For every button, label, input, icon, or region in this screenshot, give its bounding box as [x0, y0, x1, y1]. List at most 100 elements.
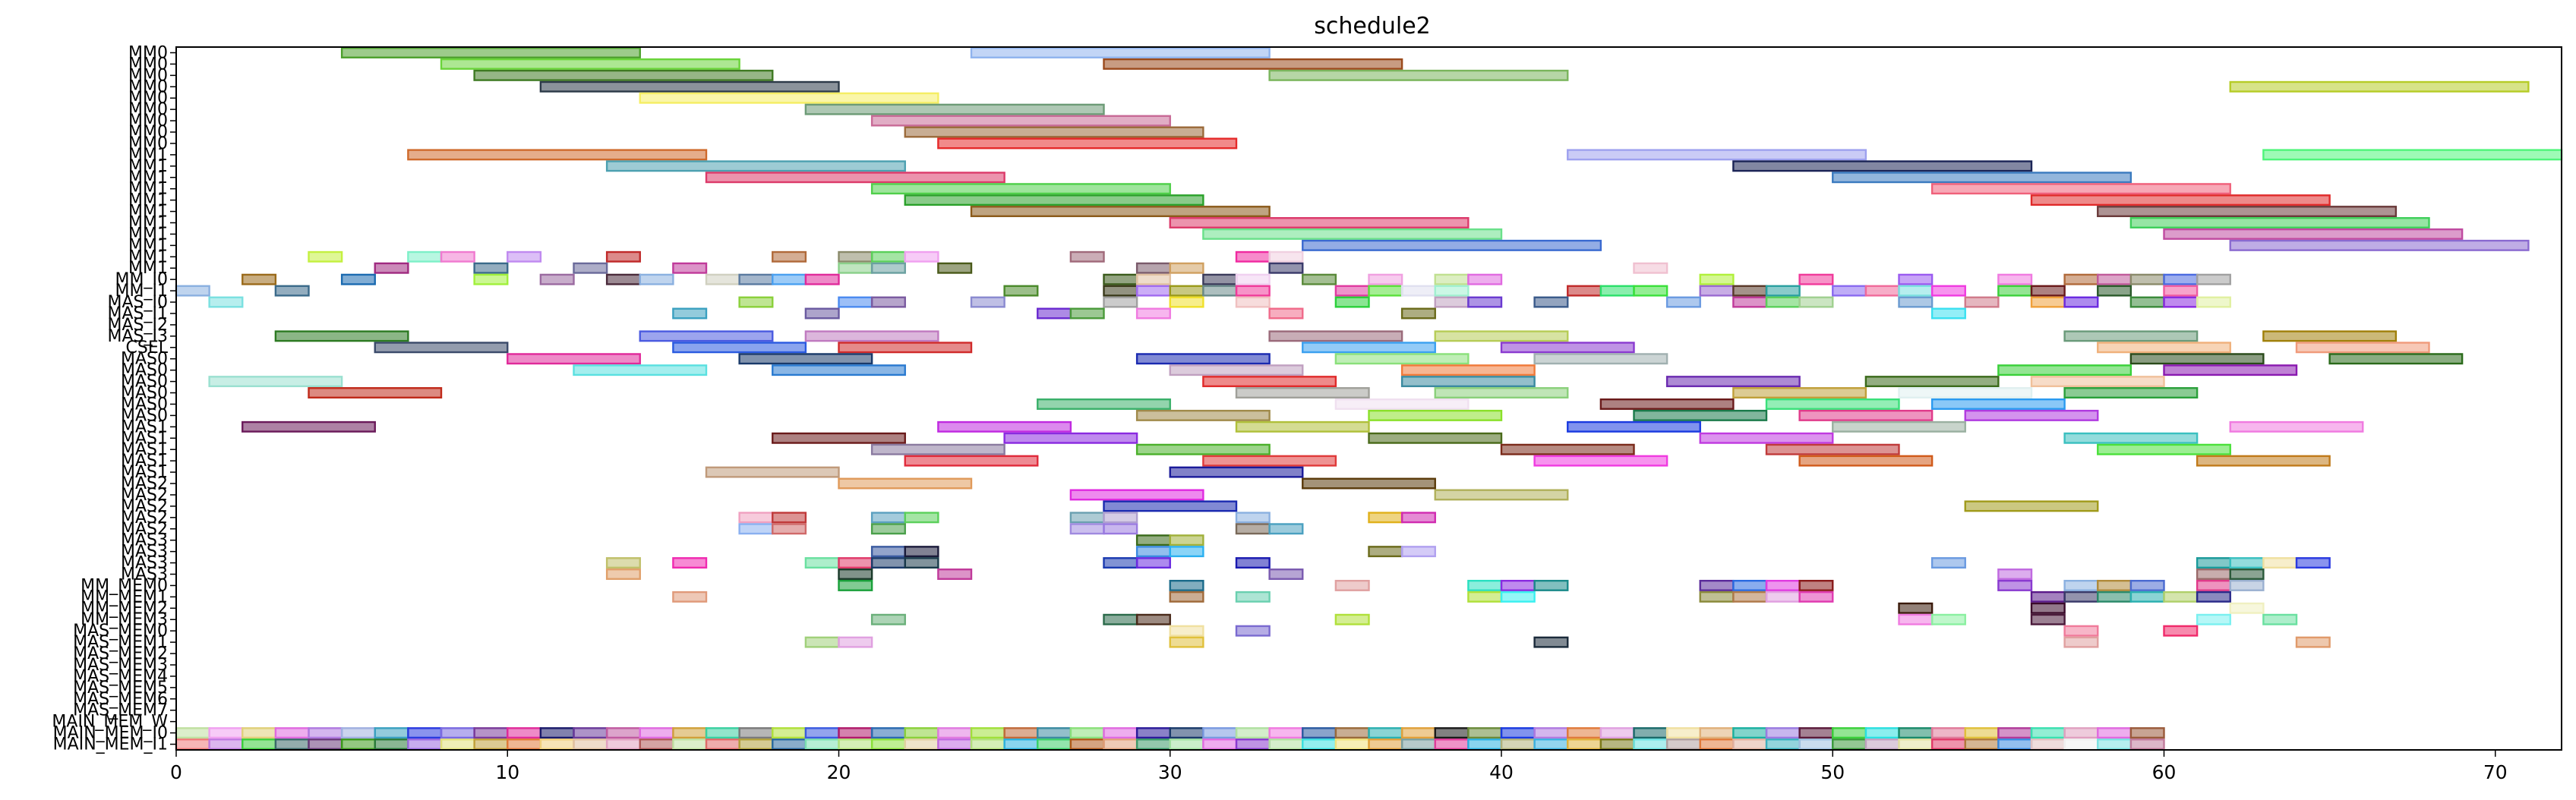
task-bar [2163, 228, 2464, 240]
task-bar [440, 739, 475, 751]
task-bar [772, 727, 807, 739]
task-bar [1930, 739, 1966, 751]
task-bar [2030, 613, 2066, 625]
task-bar [1268, 307, 1304, 320]
task-bar [1069, 727, 1105, 739]
task-bar [1400, 376, 1536, 388]
task-bar [1169, 262, 1204, 274]
task-bar [937, 262, 973, 274]
task-bar [705, 739, 740, 751]
task-bar [2262, 557, 2298, 569]
y-tick-label: MM0 [128, 89, 168, 108]
task-bar [1930, 183, 2231, 195]
task-bar [2063, 296, 2099, 308]
y-tick-label: MM1 [128, 225, 168, 244]
task-bar [2163, 296, 2199, 308]
task-bar [1798, 579, 1834, 591]
task-bar [1135, 353, 1271, 365]
task-bar [1765, 443, 1900, 455]
task-bar [274, 727, 310, 739]
task-bar [1732, 579, 1768, 591]
x-tick-label: 10 [495, 761, 519, 783]
task-bar [1235, 420, 1370, 433]
task-bar [1898, 727, 1934, 739]
task-bar [1235, 512, 1271, 524]
y-tick-label: MAS_I2 [108, 316, 168, 335]
task-bar [904, 250, 939, 263]
task-bar [1765, 591, 1801, 603]
task-bar [539, 727, 575, 739]
task-bar [1302, 342, 1436, 354]
task-bar [1368, 546, 1403, 558]
task-bar [1069, 307, 1105, 320]
task-bar [1268, 739, 1304, 751]
task-bar [1103, 523, 1138, 535]
task-bar [473, 739, 509, 751]
task-bar [1467, 273, 1503, 285]
task-bar [2196, 557, 2231, 569]
y-tick-label: MM0 [128, 123, 168, 142]
y-tick-label: MAS_I3 [108, 327, 168, 346]
task-bar [672, 342, 807, 354]
task-bar [573, 727, 608, 739]
task-bar [473, 273, 509, 285]
task-bar [274, 285, 310, 297]
task-bar [1930, 285, 1966, 297]
task-bar [507, 250, 542, 263]
task-bar [772, 273, 807, 285]
task-bar [1798, 273, 1834, 285]
task-bar [1964, 409, 2099, 421]
task-bar [374, 727, 409, 739]
y-tick-label: MAS3 [121, 554, 168, 573]
task-bar [208, 727, 244, 739]
y-tick-label: MAIN_MEM_I1 [53, 735, 168, 754]
task-bar [1169, 217, 1470, 228]
task-bar [1567, 420, 1701, 433]
task-bar [1069, 489, 1204, 501]
task-bar [374, 262, 409, 274]
task-bar [1003, 432, 1138, 444]
task-bar [1434, 739, 1470, 751]
task-bar [1169, 739, 1204, 751]
y-tick-label: MM_I0 [115, 270, 168, 289]
task-bar [1798, 409, 1934, 421]
task-bar [440, 727, 475, 739]
task-bar [1765, 739, 1801, 751]
task-bar [1169, 296, 1204, 308]
task-bar [473, 727, 509, 739]
task-bar [2097, 273, 2132, 285]
task-bar [1964, 296, 2000, 308]
task-bar [705, 172, 1005, 184]
task-bar [1135, 262, 1171, 274]
task-bar [738, 296, 774, 308]
task-bar [573, 262, 608, 274]
task-bar [1037, 727, 1072, 739]
task-bar [2063, 636, 2099, 648]
y-tick-label: MAS2 [121, 486, 168, 505]
task-bar [904, 557, 939, 569]
task-bar [605, 569, 641, 580]
task-bar [838, 636, 873, 648]
task-bar [1500, 727, 1536, 739]
task-bar [1765, 727, 1801, 739]
y-tick-label: MAS2 [121, 520, 168, 539]
task-bar [1037, 398, 1171, 410]
task-bar [672, 557, 708, 569]
task-bar [838, 342, 973, 354]
task-bar [2063, 727, 2099, 739]
task-bar [1434, 330, 1569, 342]
task-bar [804, 330, 939, 342]
y-tick-label: MAS0 [121, 361, 168, 380]
task-bar [1500, 579, 1536, 591]
task-bar [1467, 739, 1503, 751]
task-bar [2030, 739, 2066, 751]
task-bar [1135, 285, 1171, 297]
task-bar [2129, 579, 2165, 591]
task-bar [1665, 739, 1701, 751]
task-bar [1997, 579, 2033, 591]
task-bar [2229, 239, 2530, 251]
task-bar [2196, 273, 2231, 285]
task-bar [1732, 296, 1768, 308]
task-bar [2030, 285, 2066, 297]
